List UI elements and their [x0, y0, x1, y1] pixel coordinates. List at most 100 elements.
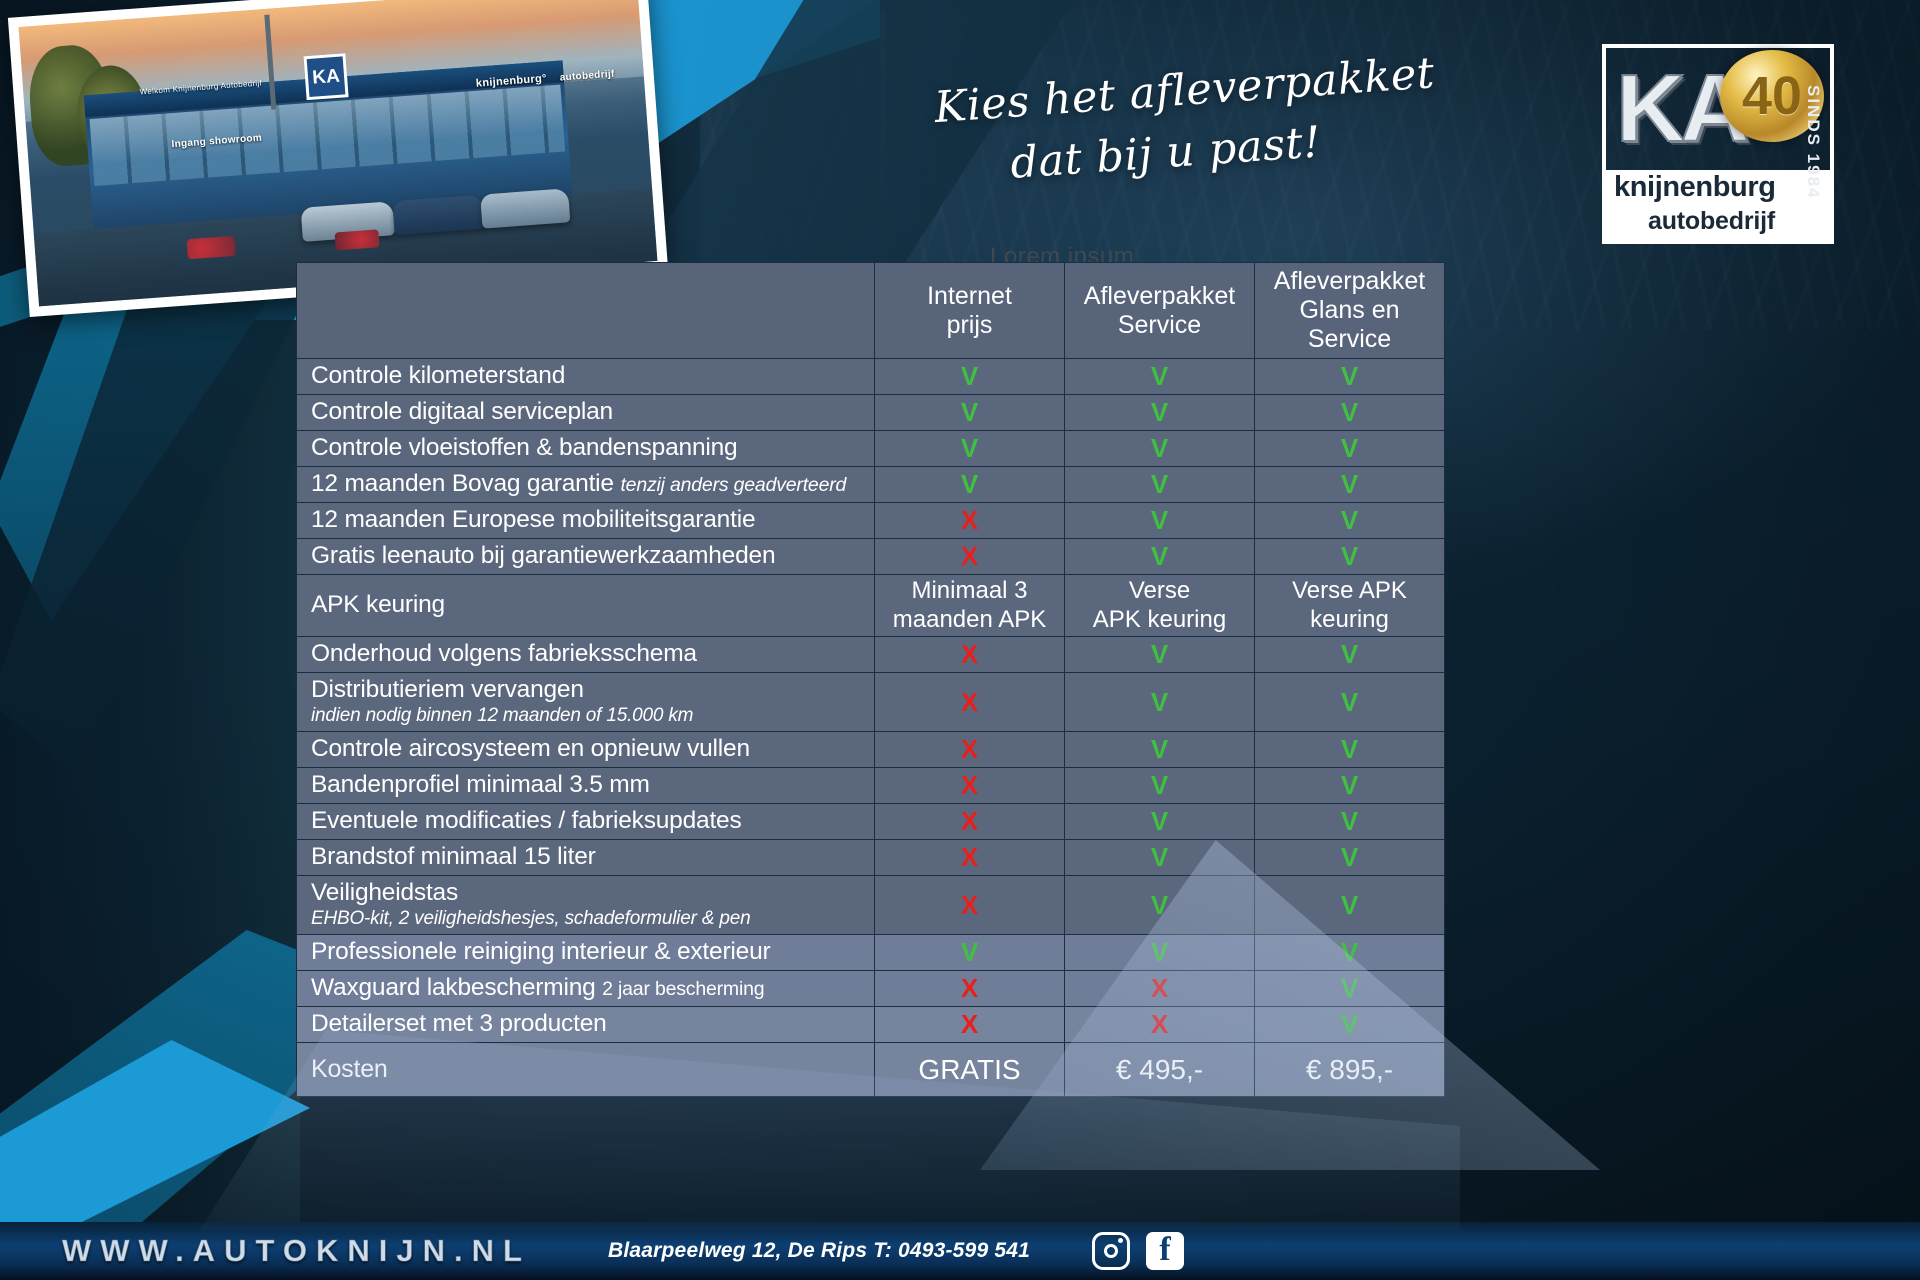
check-icon: V: [1254, 358, 1445, 395]
row-label-text: 12 maanden Bovag garantie: [311, 470, 621, 497]
cross-glyph: X: [960, 770, 979, 800]
check-glyph: V: [960, 397, 979, 427]
cross-icon: X: [874, 970, 1065, 1007]
facebook-icon[interactable]: f: [1146, 1232, 1184, 1270]
table-row: Eventuele modificaties / fabrieksupdates…: [296, 803, 1445, 840]
cross-glyph: X: [960, 806, 979, 836]
table-row: Distributieriem vervangen indien nodig b…: [296, 672, 1445, 732]
logo-since-text: SINDS 1984: [1804, 85, 1823, 200]
photo-car: [480, 188, 571, 229]
check-glyph: V: [1150, 397, 1169, 427]
table-row: Professionele reiniging interieur & exte…: [296, 934, 1445, 971]
row-label-text: Distributieriem vervangen: [311, 676, 584, 703]
check-glyph: V: [1150, 937, 1169, 967]
check-icon: V: [1064, 430, 1255, 467]
cross-icon: X: [874, 636, 1065, 673]
company-logo: KA 40 knijnenburg autobedrijf SINDS 1984: [1602, 44, 1834, 244]
header-line-2: prijs: [946, 310, 993, 339]
header-line-2: Glans en Service: [1299, 296, 1400, 353]
header-line-1: Afleverpakket: [1083, 281, 1236, 310]
row-label: Brandstof minimaal 15 liter: [296, 839, 875, 876]
table-row: Veiligheidstas EHBO-kit, 2 veiligheidshe…: [296, 875, 1445, 935]
header-line-1: Afleverpakket: [1273, 267, 1426, 295]
check-icon: V: [1254, 839, 1445, 876]
row-label: Gratis leenauto bij garantiewerkzaamhede…: [296, 538, 875, 575]
check-icon: V: [1064, 767, 1255, 804]
row-label-note: tenzij anders geadverteerd: [620, 474, 847, 496]
table-row: Bandenprofiel minimaal 3.5 mm X V V: [296, 767, 1445, 804]
cell-line: maanden APK: [892, 605, 1047, 633]
cross-icon: X: [874, 1006, 1065, 1043]
check-icon: V: [1064, 466, 1255, 503]
cost-label: Kosten: [296, 1042, 875, 1097]
row-label-text: 12 maanden Europese mobiliteitsgarantie: [311, 506, 756, 533]
row-label-text: Controle aircosysteem en opnieuw vullen: [311, 735, 750, 762]
cross-icon: X: [874, 839, 1065, 876]
check-icon: V: [1064, 839, 1255, 876]
check-glyph: V: [1150, 505, 1169, 535]
check-glyph: V: [1340, 541, 1359, 571]
row-label: Controle vloeistoffen & bandenspanning: [296, 430, 875, 467]
cell-value: Minimaal 3 maanden APK: [874, 574, 1065, 637]
table-row: Controle digitaal serviceplan V V V: [296, 394, 1445, 431]
cross-glyph: X: [1150, 973, 1169, 1003]
cross-icon: X: [1064, 970, 1255, 1007]
anniversary-number: 40: [1741, 66, 1803, 126]
row-label-text: Controle vloeistoffen & bandenspanning: [311, 434, 738, 461]
check-glyph: V: [1150, 361, 1169, 391]
check-glyph: V: [1340, 639, 1359, 669]
row-label-text: Waxguard lakbescherming: [311, 974, 603, 1001]
check-icon: V: [874, 394, 1065, 431]
table-row: Controle vloeistoffen & bandenspanning V…: [296, 430, 1445, 467]
check-icon: V: [1254, 502, 1445, 539]
table-body: Controle kilometerstand V V V Controle digi…: [296, 358, 1445, 1097]
table-header-row: Internet prijs Afleverpakket Service Afl…: [296, 262, 1445, 359]
check-glyph: V: [1340, 433, 1359, 463]
table-row: APK keuring Minimaal 3 maanden APK Verse AP…: [296, 574, 1445, 637]
check-glyph: V: [1340, 397, 1359, 427]
row-label: Onderhoud volgens fabrieksschema: [296, 636, 875, 673]
check-glyph: V: [1150, 686, 1169, 717]
package-comparison-table: Internet prijs Afleverpakket Service Afl…: [296, 262, 1445, 1097]
check-glyph: V: [1340, 842, 1359, 872]
check-icon: V: [1064, 731, 1255, 768]
cross-icon: X: [874, 767, 1065, 804]
address-and-phone: Blaarpeelweg 12, De Rips T: 0493-599 541: [608, 1239, 1030, 1262]
table-row: 12 maanden Europese mobiliteitsgarantie …: [296, 502, 1445, 539]
check-glyph: V: [1340, 770, 1359, 800]
table-row: Onderhoud volgens fabrieksschema X V V: [296, 636, 1445, 673]
check-icon: V: [1064, 394, 1255, 431]
table-row: Controle aircosysteem en opnieuw vullen …: [296, 731, 1445, 768]
row-label: Controle kilometerstand: [296, 358, 875, 395]
row-label: Controle aircosysteem en opnieuw vullen: [296, 731, 875, 768]
header-cell-afleverpakket-glans-en-service: Afleverpakket Glans en Service: [1254, 262, 1445, 359]
check-icon: V: [874, 430, 1065, 467]
anniversary-badge: 40: [1720, 50, 1824, 142]
row-label-text: Controle kilometerstand: [311, 362, 566, 389]
check-glyph: V: [1150, 433, 1169, 463]
check-icon: V: [874, 466, 1065, 503]
check-glyph: V: [1340, 361, 1359, 391]
row-label: Professionele reiniging interieur & exte…: [296, 934, 875, 971]
header-cell-afleverpakket-service: Afleverpakket Service: [1064, 262, 1255, 359]
cross-glyph: X: [960, 639, 979, 669]
check-icon: V: [874, 358, 1065, 395]
check-icon: V: [1254, 970, 1445, 1007]
check-icon: V: [1064, 538, 1255, 575]
website-url[interactable]: WWW.AUTOKNIJN.NL: [62, 1233, 531, 1269]
check-icon: V: [1254, 430, 1445, 467]
row-label-text: Brandstof minimaal 15 liter: [311, 843, 596, 870]
check-glyph: V: [1150, 541, 1169, 571]
check-glyph: V: [1150, 806, 1169, 836]
instagram-icon[interactable]: [1092, 1232, 1130, 1270]
table-row: Brandstof minimaal 15 liter X V V: [296, 839, 1445, 876]
check-icon: V: [1254, 636, 1445, 673]
check-icon: V: [1254, 466, 1445, 503]
cell-value: Verse APK keuring: [1254, 574, 1445, 637]
table-row: Waxguard lakbescherming 2 jaar beschermi…: [296, 970, 1445, 1007]
check-icon: V: [1064, 672, 1255, 732]
cross-icon: X: [1064, 1006, 1255, 1043]
check-glyph: V: [1340, 686, 1359, 717]
row-label: Veiligheidstas EHBO-kit, 2 veiligheidshe…: [296, 875, 875, 935]
row-label: 12 maanden Bovag garantie tenzij anders …: [296, 466, 875, 503]
